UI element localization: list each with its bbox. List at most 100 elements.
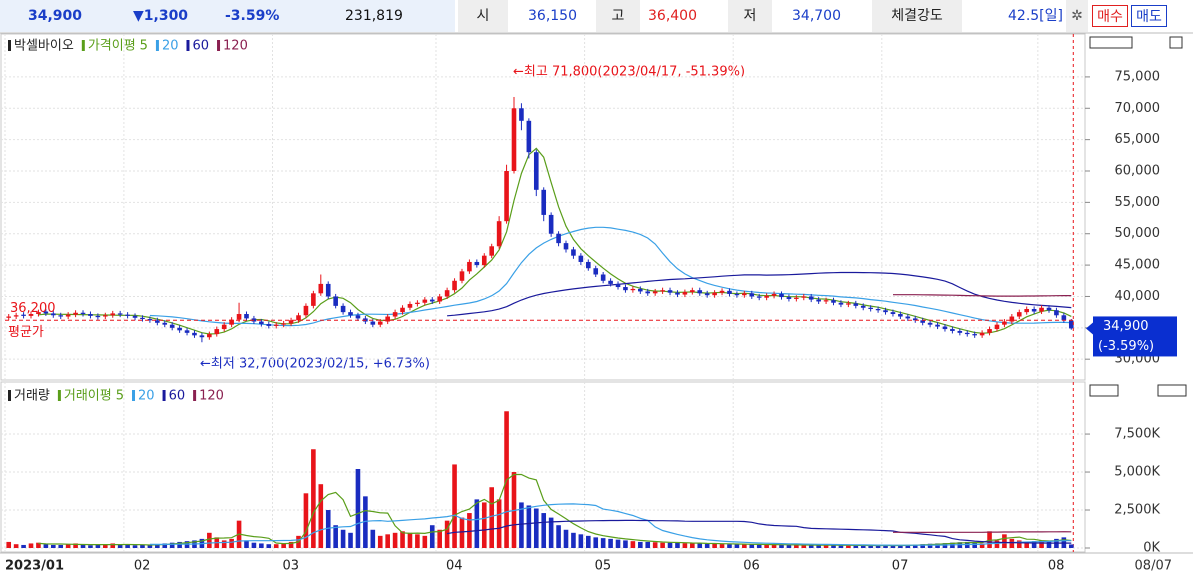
candle-body xyxy=(615,283,621,288)
volume-bar xyxy=(392,532,398,548)
panel-icon[interactable] xyxy=(1157,384,1187,397)
volume-bar xyxy=(43,544,49,548)
volume-bar xyxy=(1024,541,1030,548)
candle-body xyxy=(786,297,792,299)
volume-bar xyxy=(21,544,26,548)
cursor-date: 08/07 xyxy=(1135,559,1172,574)
y-tick-label: 60,000 xyxy=(1115,164,1161,179)
volume-bar xyxy=(556,525,561,548)
volume-bar xyxy=(682,543,688,548)
volume-bar xyxy=(377,535,383,548)
legend-label: 가격이평 xyxy=(88,39,136,54)
sell-button[interactable]: 매도 xyxy=(1131,5,1167,27)
candle-body xyxy=(600,274,606,281)
volume-bar xyxy=(481,502,487,548)
candle-body xyxy=(890,312,896,315)
candle-body xyxy=(296,315,301,321)
x-tick-label: 2023/01 xyxy=(5,559,64,574)
volume-bar xyxy=(623,540,628,548)
candle-body xyxy=(979,332,985,336)
candle-body xyxy=(585,261,591,269)
volume-bar xyxy=(615,539,621,548)
candle-body xyxy=(474,261,480,266)
volume-bar xyxy=(875,545,881,548)
candle-body xyxy=(467,261,472,272)
volume-bar xyxy=(719,544,725,548)
y-tick-label: 65,000 xyxy=(1115,132,1161,147)
volume-bar xyxy=(288,541,294,548)
candle-body xyxy=(1061,315,1067,321)
volume-bar xyxy=(1009,538,1015,548)
volume-bar xyxy=(6,541,12,548)
open-label: 시 xyxy=(458,0,508,32)
candle-body xyxy=(236,314,242,320)
volume-bar xyxy=(1031,541,1037,548)
moving-average xyxy=(447,271,1072,317)
volume-bar xyxy=(221,540,227,548)
low: 34,700 xyxy=(792,8,841,24)
candle-body xyxy=(638,288,643,292)
candle-body xyxy=(771,293,777,296)
volume-bar xyxy=(920,544,925,548)
volume-bar xyxy=(355,469,361,548)
high-annotation: ←최고 71,800(2023/04/17, -51.39%) xyxy=(513,65,745,80)
candle-body xyxy=(838,302,844,305)
volume-bar xyxy=(838,545,844,548)
buy-button[interactable]: 매수 xyxy=(1092,5,1128,27)
settings-button[interactable]: ✲ xyxy=(1066,0,1088,32)
legend-period: 5 xyxy=(116,389,124,404)
candle-body xyxy=(987,329,992,333)
candle-body xyxy=(831,300,836,303)
candle-body xyxy=(823,300,829,302)
candle-body xyxy=(950,329,955,331)
candle-body xyxy=(779,293,784,298)
candle-body xyxy=(764,295,769,298)
volume-bar xyxy=(437,529,442,548)
candle-body xyxy=(221,324,227,330)
y-tick-label: 0K xyxy=(1143,541,1160,556)
candle-body xyxy=(742,293,747,296)
x-tick-label: 05 xyxy=(595,559,612,574)
candle-body xyxy=(481,255,487,266)
panel-icon[interactable] xyxy=(1089,384,1119,397)
candle-body xyxy=(853,303,859,306)
volume-bar xyxy=(667,542,673,548)
candle-body xyxy=(667,290,673,293)
y-tick-label: 50,000 xyxy=(1115,226,1161,241)
x-tick-label: 02 xyxy=(134,559,151,574)
candle-body xyxy=(511,108,517,171)
candle-body xyxy=(318,283,324,294)
legend-swatch xyxy=(81,40,85,51)
volume-bar xyxy=(578,534,584,548)
rate: -3.59% xyxy=(225,8,280,24)
price-panel xyxy=(0,33,1086,381)
volume-bar xyxy=(548,517,554,548)
volume-bar xyxy=(727,544,732,548)
candle-body xyxy=(578,255,584,262)
candle-body xyxy=(794,297,799,299)
low-label: 저 xyxy=(728,0,772,32)
candle-body xyxy=(214,329,220,335)
candle-body xyxy=(1068,320,1074,329)
x-tick-label: 03 xyxy=(283,559,300,574)
volume-bar xyxy=(429,525,435,548)
candle-body xyxy=(244,314,249,319)
candle-body xyxy=(303,305,309,316)
change: ▼1,300 xyxy=(133,8,189,24)
x-tick-label: 06 xyxy=(743,559,760,574)
candle-body xyxy=(177,327,182,331)
panel-icon[interactable] xyxy=(1089,36,1133,49)
candle-body xyxy=(65,314,71,317)
candle-body xyxy=(110,313,116,316)
candle-body xyxy=(385,316,390,322)
volume-bar xyxy=(88,545,93,548)
volume-bar xyxy=(935,543,940,548)
price-legend: 박셀바이오 가격이평 5 20 60 120 xyxy=(8,39,248,54)
volume-bar xyxy=(585,535,591,548)
panel-icon[interactable] xyxy=(1169,36,1183,49)
candle-body xyxy=(58,315,64,317)
candle-body xyxy=(266,324,272,326)
volume-bar xyxy=(80,544,86,548)
candle-body xyxy=(444,290,450,297)
candle-body xyxy=(697,290,703,294)
